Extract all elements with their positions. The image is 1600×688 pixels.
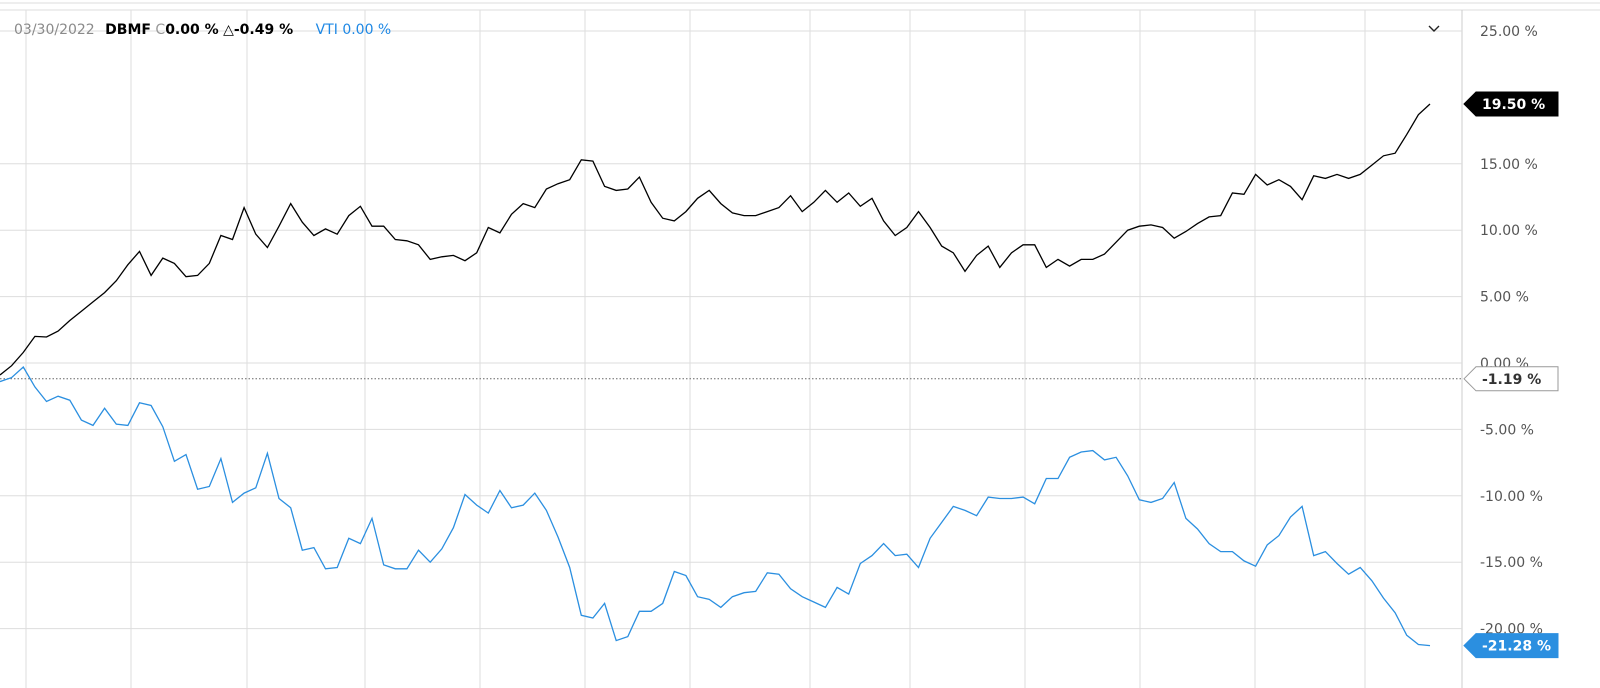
y-tick-label: 5.00 % bbox=[1480, 290, 1529, 306]
reference-label-bg bbox=[1463, 366, 1559, 392]
last-value-labels: 19.50 % -1.19 % -21.28 % bbox=[1463, 91, 1559, 659]
legend-compare-symbol: VTI bbox=[315, 22, 338, 38]
dbmf-last-label-bg bbox=[1463, 91, 1559, 117]
y-tick-label: -10.00 % bbox=[1480, 489, 1543, 505]
y-tick-label: 25.00 % bbox=[1480, 24, 1538, 40]
legend-date: 03/30/2022 bbox=[14, 22, 95, 38]
series-lines bbox=[0, 103, 1431, 647]
dbmf-last-label: 19.50 % bbox=[1482, 97, 1545, 113]
legend-change-prefix: C bbox=[155, 22, 166, 38]
y-tick-label: 10.00 % bbox=[1480, 223, 1538, 239]
y-tick-label: -15.00 % bbox=[1480, 555, 1543, 571]
reference-label: -1.19 % bbox=[1482, 372, 1541, 388]
legend-primary-change: 0.00 % bbox=[165, 22, 219, 38]
series-line-dbmf bbox=[0, 103, 1431, 376]
legend-primary-symbol: DBMF bbox=[105, 22, 151, 38]
legend-compare-change: 0.00 % bbox=[342, 22, 392, 38]
vti-last-label-bg bbox=[1463, 633, 1559, 659]
legend: 03/30/2022 DBMF C0.00 % △-0.49 % VTI 0.0… bbox=[14, 22, 391, 38]
chevron-down-icon[interactable] bbox=[1427, 22, 1441, 38]
legend-primary-delta: -0.49 % bbox=[233, 22, 294, 38]
y-tick-label: 15.00 % bbox=[1480, 157, 1538, 173]
vti-last-label: -21.28 % bbox=[1482, 639, 1551, 655]
legend-delta-prefix: △ bbox=[223, 22, 234, 38]
y-tick-label: -5.00 % bbox=[1480, 422, 1534, 438]
series-line-vti bbox=[0, 365, 1431, 647]
